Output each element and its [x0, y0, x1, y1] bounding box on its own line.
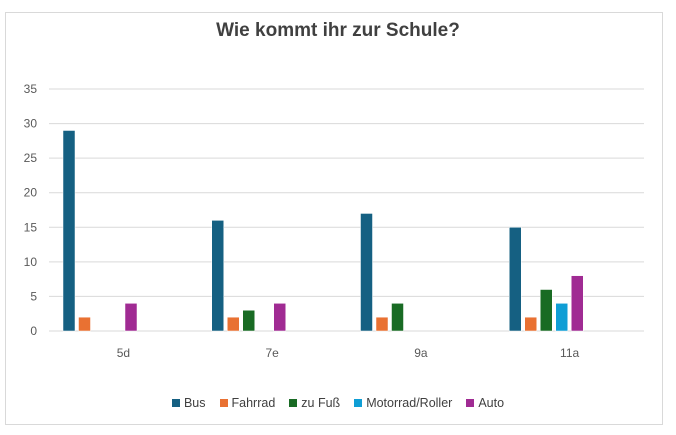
bar-bus-5d [62, 130, 76, 332]
legend-label: Bus [183, 396, 206, 410]
legend-swatch [466, 399, 475, 407]
bar-bus-7e [211, 220, 224, 332]
x-tick-label: 9a [414, 346, 428, 360]
legend: Bus Fahrrad zu Fuß Motorrad/Roller Auto [0, 396, 676, 410]
y-tick-label: 25 [24, 151, 38, 165]
chart-title: Wie kommt ihr zur Schule? [216, 20, 460, 41]
bar-fahrrad-11a [524, 316, 537, 332]
bar-zu-fu--9a [391, 303, 404, 332]
bar-auto-5d [124, 303, 138, 332]
legend-item: zu Fuß [289, 396, 340, 410]
legend-swatch [171, 399, 180, 407]
y-tick-label: 20 [24, 186, 38, 200]
bar-fahrrad-5d [78, 316, 91, 332]
bar-motorrad-roller-11a [555, 303, 568, 332]
legend-swatch [354, 399, 363, 407]
legend-label: zu Fuß [301, 396, 341, 410]
y-tick-label: 10 [24, 255, 38, 269]
chart-area [5, 12, 663, 425]
legend-item: Bus [171, 396, 206, 410]
y-tick-label: 0 [30, 324, 37, 338]
bar-auto-7e [273, 303, 286, 332]
x-tick-label: 11a [560, 346, 579, 360]
bar-bus-11a [509, 227, 522, 332]
bar-fahrrad-9a [375, 316, 389, 332]
bar-auto-11a [571, 275, 584, 332]
legend-item: Fahrrad [219, 396, 276, 410]
y-tick-label: 15 [24, 220, 38, 234]
legend-label: Auto [478, 396, 505, 410]
bar-zu-fu--11a [540, 289, 553, 332]
y-tick-label: 30 [24, 117, 38, 131]
legend-swatch [219, 399, 228, 407]
y-tick-label: 35 [24, 82, 38, 96]
legend-label: Motorrad/Roller [366, 396, 453, 410]
bar-zu-fu--7e [242, 310, 255, 332]
bar-bus-9a [360, 213, 373, 332]
legend-label: Fahrrad [231, 396, 276, 410]
y-tick-label: 5 [30, 289, 37, 303]
legend-item: Auto [466, 396, 504, 410]
legend-item: Motorrad/Roller [354, 396, 452, 410]
x-tick-label: 7e [265, 346, 279, 360]
x-tick-label: 5d [117, 346, 130, 360]
legend-swatch [289, 399, 298, 407]
bar-fahrrad-7e [227, 316, 240, 332]
